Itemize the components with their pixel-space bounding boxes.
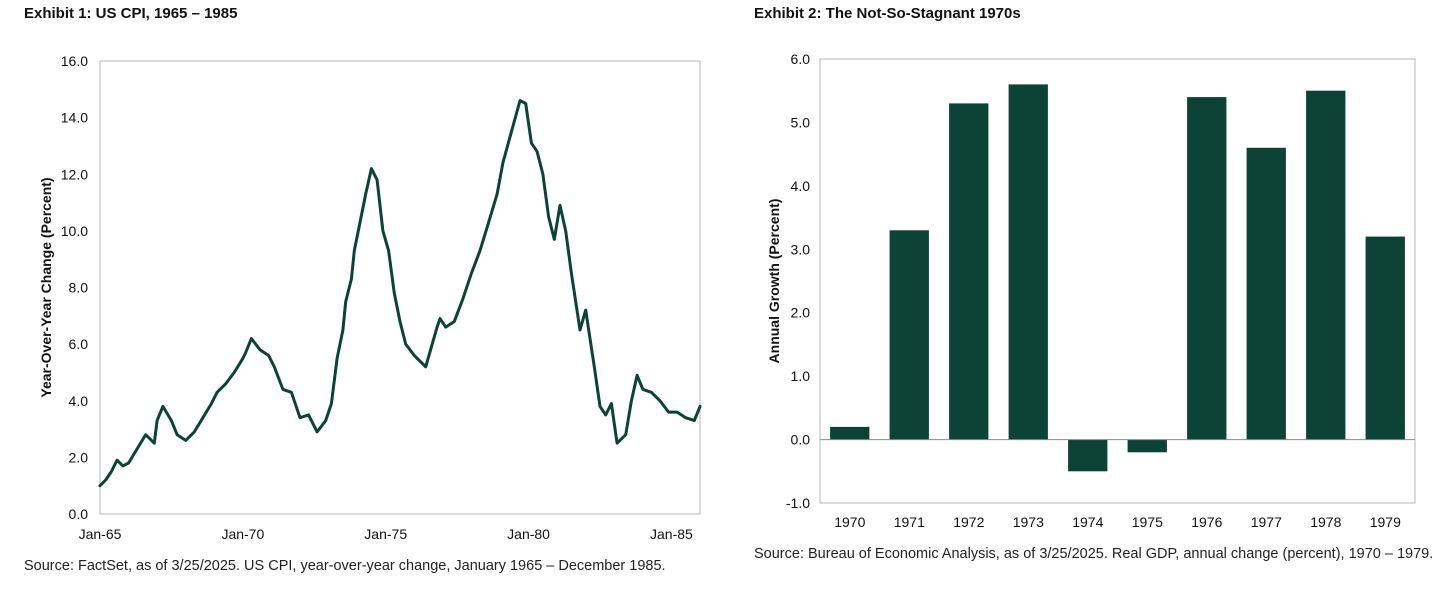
exhibit2-source: Source: Bureau of Economic Analysis, as … bbox=[754, 546, 1434, 562]
bar-1977 bbox=[1246, 147, 1286, 440]
x-tick-label: 1978 bbox=[1310, 514, 1341, 530]
bar-1973 bbox=[1008, 84, 1048, 440]
x-tick-label: 1977 bbox=[1251, 514, 1282, 530]
x-tick-label: 1979 bbox=[1370, 514, 1401, 530]
x-tick-label: 1973 bbox=[1013, 514, 1044, 530]
bar-1976 bbox=[1187, 97, 1227, 440]
bar-1974 bbox=[1068, 439, 1108, 472]
x-tick-label: Jan-85 bbox=[650, 526, 693, 542]
y-tick-label: 0.0 bbox=[69, 506, 89, 522]
plot-frame bbox=[99, 60, 701, 515]
x-tick-label: 1974 bbox=[1072, 514, 1103, 530]
y-tick-label: 4.0 bbox=[69, 393, 89, 409]
y-tick-label: 6.0 bbox=[69, 336, 89, 352]
y-tick-label: 12.0 bbox=[61, 166, 88, 182]
y-axis-label: Year-Over-Year Change (Percent) bbox=[38, 177, 54, 397]
bar-1975 bbox=[1127, 439, 1167, 453]
cpi-line-chart: 0.0 2.0 4.0 6.0 8.0 10.0 12.0 14.0 16.0 Jan-65 Jan… bbox=[38, 53, 702, 542]
x-tick-label: 1976 bbox=[1191, 514, 1222, 530]
y-tick-label: 16.0 bbox=[61, 53, 88, 69]
x-tick-label: Jan-75 bbox=[364, 526, 407, 542]
y-tick-label: 3.0 bbox=[791, 241, 811, 257]
y-tick-label: 0.0 bbox=[791, 432, 811, 448]
x-tick-label: Jan-70 bbox=[221, 526, 264, 542]
exhibit2-title: Exhibit 2: The Not-So-Stagnant 1970s bbox=[754, 5, 1021, 22]
y-tick-label: 10.0 bbox=[61, 223, 88, 239]
x-tick-label: Jan-65 bbox=[79, 526, 122, 542]
exhibit1-source: Source: FactSet, as of 3/25/2025. US CPI… bbox=[24, 558, 666, 574]
y-tick-label: -1.0 bbox=[786, 495, 810, 511]
cpi-series-line bbox=[98, 99, 702, 488]
x-tick-label: 1971 bbox=[894, 514, 925, 530]
y-tick-label: 1.0 bbox=[791, 368, 811, 384]
bar-1979 bbox=[1365, 236, 1405, 440]
bar-1978 bbox=[1306, 90, 1346, 440]
y-tick-label: 2.0 bbox=[791, 305, 811, 321]
gdp-bar-chart: -1.0 0.0 1.0 2.0 3.0 4.0 5.0 6.0 1970 1971 1972 197… bbox=[766, 51, 1416, 530]
y-tick-label: 6.0 bbox=[791, 51, 811, 67]
y-tick-label: 5.0 bbox=[791, 114, 811, 130]
x-tick-label: 1970 bbox=[834, 514, 865, 530]
y-tick-label: 2.0 bbox=[69, 449, 89, 465]
bar-1970 bbox=[830, 426, 870, 440]
x-tick-label: Jan-80 bbox=[507, 526, 550, 542]
exhibit1-title: Exhibit 1: US CPI, 1965 – 1985 bbox=[24, 5, 238, 22]
y-tick-label: 4.0 bbox=[791, 178, 811, 194]
x-tick-label: 1972 bbox=[953, 514, 984, 530]
x-tick-label: 1975 bbox=[1132, 514, 1163, 530]
bar-1972 bbox=[949, 103, 989, 440]
y-axis-label: Annual Growth (Percent) bbox=[766, 199, 782, 364]
y-tick-label: 8.0 bbox=[69, 280, 89, 296]
plot-frame bbox=[819, 58, 1416, 504]
y-tick-label: 14.0 bbox=[61, 110, 88, 126]
bar-1971 bbox=[889, 230, 929, 440]
